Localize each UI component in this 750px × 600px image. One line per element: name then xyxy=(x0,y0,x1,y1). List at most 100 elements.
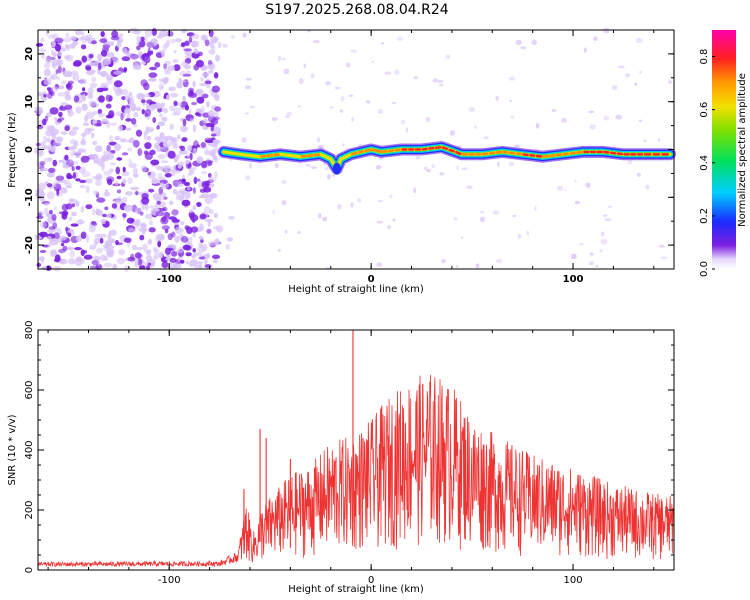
noise-blob xyxy=(453,217,458,221)
noise-blob xyxy=(274,163,279,169)
noise-blob xyxy=(245,112,250,115)
noise-blob xyxy=(297,231,301,234)
noise-blob xyxy=(199,188,206,193)
noise-blob xyxy=(100,31,105,37)
noise-blob xyxy=(186,70,191,75)
noise-blob xyxy=(157,153,166,160)
noise-blob xyxy=(140,53,149,62)
noise-blob xyxy=(645,184,650,190)
noise-blob xyxy=(139,234,145,241)
noise-blob xyxy=(74,247,82,251)
noise-blob xyxy=(162,206,168,212)
noise-blob xyxy=(381,42,385,45)
noise-blob xyxy=(141,228,146,235)
noise-blob xyxy=(109,168,114,173)
noise-blob xyxy=(198,195,206,199)
noise-blob xyxy=(106,144,111,152)
noise-blob xyxy=(147,171,152,176)
noise-blob xyxy=(79,179,87,184)
noise-blob xyxy=(339,109,344,113)
noise-blob xyxy=(180,236,189,243)
noise-blob xyxy=(520,46,527,50)
noise-blob xyxy=(102,243,110,249)
noise-blob xyxy=(91,140,98,146)
noise-blob xyxy=(201,105,205,114)
noise-blob xyxy=(394,69,400,75)
noise-blob xyxy=(196,156,204,164)
noise-blob xyxy=(81,39,87,44)
noise-blob xyxy=(326,174,331,180)
noise-blob xyxy=(122,178,127,184)
spectrogram-y-axis-label: Frequency (Hz) xyxy=(7,112,18,188)
noise-blob xyxy=(94,145,103,153)
colorbar-tick-label: 0.4 xyxy=(699,155,710,171)
ridge-peak xyxy=(370,148,375,152)
noise-blob xyxy=(99,254,107,261)
ridge-peak xyxy=(562,152,570,156)
noise-blob xyxy=(75,154,81,159)
noise-blob xyxy=(55,69,59,75)
noise-blob xyxy=(495,258,503,264)
noise-blob xyxy=(148,205,157,209)
snr-panel: -100 0 100 0 200 400 600 800 Height of straight… xyxy=(7,320,675,595)
noise-blob xyxy=(189,259,199,267)
noise-blob xyxy=(172,143,179,149)
noise-blob xyxy=(93,159,101,164)
x-tick-label: 100 xyxy=(564,575,583,586)
noise-blob xyxy=(180,42,186,47)
noise-blob xyxy=(100,156,105,163)
noise-blob xyxy=(441,259,446,264)
noise-blob xyxy=(65,32,70,38)
noise-blob xyxy=(157,146,165,150)
noise-blob xyxy=(207,60,213,66)
noise-blob xyxy=(141,61,146,65)
noise-blob xyxy=(190,226,198,233)
noise-blob xyxy=(589,261,594,266)
noise-blob xyxy=(175,226,182,234)
spectrogram-signal-ridge xyxy=(217,141,676,175)
noise-blob xyxy=(65,83,71,89)
noise-blob xyxy=(618,65,625,69)
noise-blob xyxy=(69,159,73,164)
noise-blob xyxy=(43,62,51,69)
noise-blob xyxy=(52,182,57,188)
noise-blob xyxy=(72,172,76,180)
noise-blob xyxy=(149,149,156,155)
noise-blob xyxy=(154,136,162,142)
noise-blob xyxy=(198,180,202,189)
noise-blob xyxy=(122,166,126,173)
y-tick-label: 0 xyxy=(24,567,35,573)
ridge-peak xyxy=(364,148,371,153)
noise-blob xyxy=(574,180,577,183)
noise-blob xyxy=(164,70,171,75)
noise-blob xyxy=(369,156,373,160)
noise-blob xyxy=(125,191,133,196)
noise-blob xyxy=(318,213,322,219)
noise-blob xyxy=(144,29,153,37)
y-tick-label: 400 xyxy=(24,440,35,459)
colorbar-gradient xyxy=(712,30,736,269)
noise-blob xyxy=(514,144,521,149)
noise-blob xyxy=(45,57,53,64)
noise-blob xyxy=(303,63,307,69)
noise-blob xyxy=(60,187,68,194)
ridge-peak xyxy=(556,153,563,157)
noise-blob xyxy=(72,41,76,49)
noise-blob xyxy=(170,231,176,238)
noise-blob xyxy=(212,37,218,44)
noise-blob xyxy=(128,98,135,105)
noise-blob xyxy=(512,214,517,218)
noise-blob xyxy=(285,115,291,118)
noise-blob xyxy=(125,118,132,122)
noise-blob xyxy=(376,220,384,224)
noise-blob xyxy=(639,70,642,74)
noise-blob xyxy=(329,106,334,109)
noise-blob xyxy=(206,101,210,108)
noise-blob xyxy=(167,150,176,159)
noise-blob xyxy=(199,213,207,220)
noise-blob xyxy=(46,172,55,178)
noise-blob xyxy=(149,66,157,71)
noise-blob xyxy=(198,261,202,269)
noise-blob xyxy=(93,190,99,195)
noise-blob xyxy=(46,112,52,118)
